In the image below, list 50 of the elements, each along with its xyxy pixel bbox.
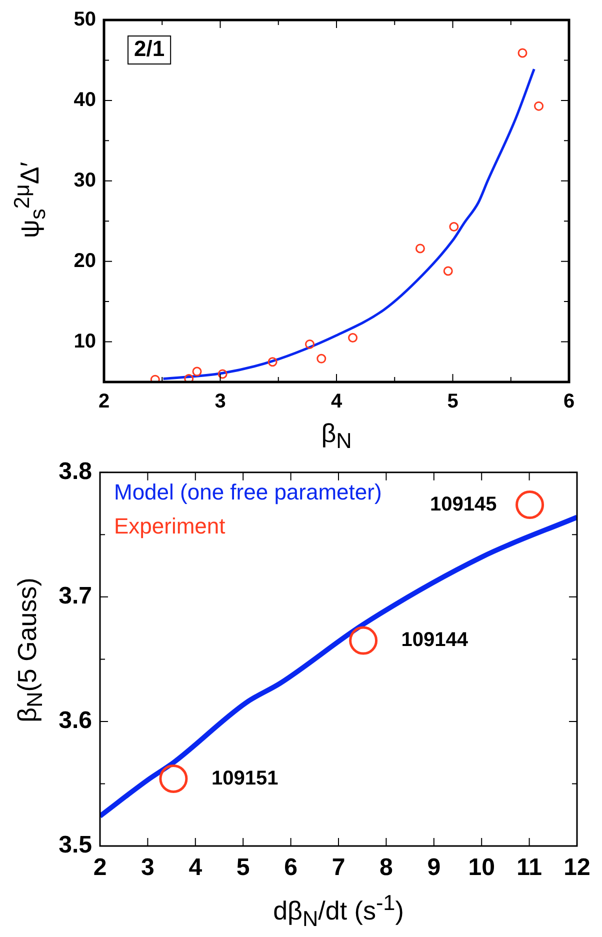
x-tick-label: 6 <box>563 390 575 413</box>
x-tick-label: 9 <box>427 854 441 882</box>
y-tick-label: 50 <box>74 8 96 31</box>
point <box>534 101 544 111</box>
point <box>415 244 425 254</box>
y-tick-label: 20 <box>74 250 96 272</box>
point <box>348 333 358 343</box>
text: Experiment <box>114 513 226 538</box>
x-tick-label: 2 <box>98 390 110 413</box>
x-tick-label: 11 <box>516 854 542 882</box>
y-tick-label: 40 <box>74 88 96 111</box>
x-tick-label: 2 <box>93 854 107 882</box>
annotation: 2/1 <box>134 36 165 62</box>
x-tick-label: 7 <box>332 854 346 882</box>
x-tick-label: 10 <box>468 854 495 882</box>
x-tick-label: 8 <box>380 854 393 882</box>
annotation: 109144 <box>401 629 469 652</box>
annotation: 109145 <box>430 493 497 516</box>
x-tick-label: 4 <box>330 390 343 413</box>
point <box>192 366 202 376</box>
x-tick-label: 6 <box>284 854 298 882</box>
point <box>184 374 194 382</box>
y-tick-label: 3.8 <box>58 458 92 486</box>
x-tick-label: 3 <box>214 390 226 413</box>
x-tick-label: 5 <box>236 854 250 882</box>
y-tick-label: 30 <box>74 169 96 192</box>
x-axis-title: β$_{N}$ <box>320 418 353 454</box>
point <box>516 490 544 520</box>
point <box>316 354 326 364</box>
y-tick-label: 3.6 <box>58 707 92 734</box>
x-tick-label: 3 <box>141 854 154 882</box>
y-tick-label: 3.7 <box>58 582 92 610</box>
annotation: 109151 <box>211 767 278 790</box>
point <box>305 339 315 349</box>
x-tick-label: 4 <box>188 854 203 882</box>
x-tick-label: 5 <box>447 390 458 413</box>
line-series <box>162 68 536 380</box>
point <box>159 764 188 793</box>
y-tick-label: 3.5 <box>58 832 92 859</box>
x-axis-title: dβ$_{N}$/dt (s$^{-1}$) <box>272 890 405 932</box>
y-tick-label: 10 <box>74 330 96 352</box>
text: Model (one free parameter) <box>114 479 382 504</box>
point <box>449 222 459 232</box>
point <box>443 266 453 276</box>
point <box>268 357 278 367</box>
point <box>518 48 528 58</box>
point <box>218 369 228 379</box>
point <box>349 626 378 655</box>
point <box>150 374 160 382</box>
x-tick-label: 12 <box>564 854 590 882</box>
